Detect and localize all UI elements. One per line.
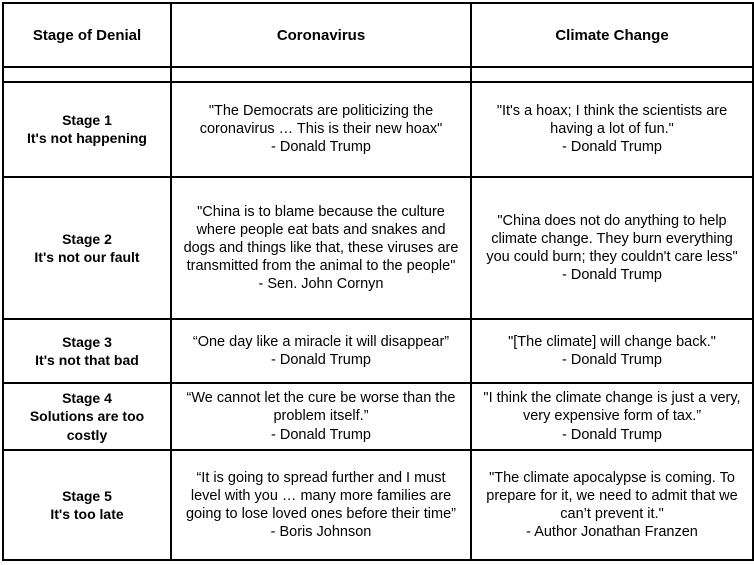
stage-cell: Stage 5 It's too late (2, 448, 172, 562)
table-row: Stage 1 It's not happening "The Democrat… (2, 80, 754, 179)
stage-cell: Stage 2 It's not our fault (2, 176, 172, 320)
coronavirus-cell: “It is going to spread further and I mus… (170, 448, 472, 562)
quote-text: "The climate apocalypse is coming. To pr… (486, 469, 738, 522)
quote-text: "[The climate] will change back." (508, 333, 716, 350)
quote-attribution: - Donald Trump (562, 351, 662, 368)
column-header-stage-of-denial: Stage of Denial (2, 2, 172, 68)
quote-text: "I think the climate change is just a ve… (483, 390, 741, 425)
table-row: Stage 5 It's too late “It is going to sp… (2, 448, 754, 562)
spacer-cell (470, 66, 754, 83)
coronavirus-cell: “We cannot let the cure be worse than th… (170, 382, 472, 451)
column-header-coronavirus: Coronavirus (170, 2, 472, 68)
quote-text: “One day like a miracle it will disappea… (192, 333, 450, 350)
climate-change-cell: "China does not do anything to help clim… (470, 176, 754, 320)
spacer-cell (2, 66, 172, 83)
column-header-climate-change: Climate Change (470, 2, 754, 68)
stage-label: It's not happening (27, 130, 147, 147)
quote-text: "China is to blame because the culture w… (183, 203, 459, 275)
quote-attribution: - Donald Trump (271, 139, 371, 156)
quote-attribution: - Donald Trump (271, 351, 371, 368)
stage-label: It's too late (50, 505, 124, 522)
stage-cell: Stage 1 It's not happening (2, 80, 172, 179)
stage-label: Solutions are too costly (29, 408, 145, 443)
stage-number: Stage 3 (62, 333, 112, 350)
quote-attribution: - Donald Trump (271, 426, 371, 443)
stage-cell: Stage 4 Solutions are too costly (2, 382, 172, 451)
stage-number: Stage 4 (62, 390, 112, 407)
quote-text: "It's a hoax; I think the scientists are… (496, 103, 728, 138)
stage-cell: Stage 3 It's not that bad (2, 317, 172, 385)
table-row: Stage 2 It's not our fault "China is to … (2, 176, 754, 320)
quote-attribution: - Donald Trump (562, 267, 662, 284)
climate-change-cell: "It's a hoax; I think the scientists are… (470, 80, 754, 179)
stage-number: Stage 5 (62, 487, 112, 504)
climate-change-cell: "The climate apocalypse is coming. To pr… (470, 448, 754, 562)
quote-text: “It is going to spread further and I mus… (185, 469, 457, 522)
stage-number: Stage 1 (62, 112, 112, 129)
climate-change-cell: "[The climate] will change back." - Dona… (470, 317, 754, 385)
quote-attribution: - Boris Johnson (270, 523, 372, 540)
header-row: Stage of Denial Coronavirus Climate Chan… (2, 2, 754, 68)
spacer-cell (170, 66, 472, 83)
stage-label: It's not that bad (35, 351, 139, 368)
quote-attribution: - Sen. John Cornyn (258, 276, 384, 293)
quote-attribution: - Donald Trump (562, 139, 662, 156)
coronavirus-cell: “One day like a miracle it will disappea… (170, 317, 472, 385)
coronavirus-cell: "The Democrats are politicizing the coro… (170, 80, 472, 179)
quote-attribution: - Donald Trump (562, 426, 662, 443)
table-row: Stage 4 Solutions are too costly “We can… (2, 382, 754, 451)
spacer-row (2, 66, 754, 83)
quote-text: “We cannot let the cure be worse than th… (186, 390, 456, 425)
coronavirus-cell: "China is to blame because the culture w… (170, 176, 472, 320)
table-row: Stage 3 It's not that bad “One day like … (2, 317, 754, 385)
quote-attribution: - Author Jonathan Franzen (526, 523, 698, 540)
climate-change-cell: "I think the climate change is just a ve… (470, 382, 754, 451)
stage-number: Stage 2 (62, 230, 112, 247)
stage-label: It's not our fault (34, 248, 140, 265)
quote-text: "China does not do anything to help clim… (486, 212, 738, 265)
quote-text: "The Democrats are politicizing the coro… (199, 103, 443, 138)
